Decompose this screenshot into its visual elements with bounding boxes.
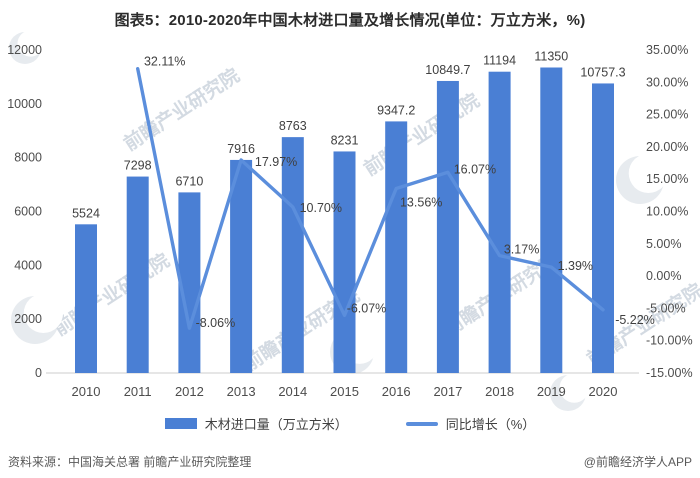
watermark-logo-icon [628,153,669,193]
bar-label-2011: 7298 [124,159,152,173]
bar-2015 [333,151,356,373]
credit-note: @前瞻经济学人APP [583,455,692,469]
watermark-logo-icon [559,373,590,403]
x-axis-label: 2010 [72,384,101,399]
line-label-2015: -6.07% [347,301,387,315]
bar-label-2012: 6710 [175,174,203,188]
right-axis-tick: -15.00% [646,366,693,380]
left-axis-tick: 4000 [14,258,42,272]
line-label-2019: 1.39% [558,259,593,273]
chart-footer: 资料来源：中国海关总署 前瞻产业研究院整理 @前瞻经济学人APP [8,453,692,470]
bar-label-2019: 11350 [534,49,568,63]
legend-label-growth: 同比增长（%） [445,417,536,432]
bar-2016 [385,121,408,373]
legend-item-imports: 木材进口量（万立方米） [164,414,348,433]
bar-2011 [126,176,149,373]
left-axis-tick: 0 [35,366,42,380]
x-axis-label: 2017 [433,384,462,399]
x-axis-label: 2019 [537,384,566,399]
x-axis-label: 2016 [382,384,411,399]
right-axis-tick: 10.00% [646,205,688,219]
bar-label-2013: 7916 [227,142,255,156]
right-axis-tick: -5.00% [646,301,686,315]
bar-2014 [281,137,304,373]
line-label-2020: -5.22% [615,313,655,327]
x-axis-label: 2012 [175,384,204,399]
line-label-2014: 10.70% [300,201,342,215]
x-axis-label: 2011 [124,384,152,399]
right-axis-tick: 35.00% [646,43,688,57]
bar-2018 [488,71,511,374]
left-axis-tick: 2000 [14,312,42,326]
bar-label-2020: 10757.3 [580,65,625,79]
right-axis-tick: -10.00% [646,334,693,348]
bar-label-2015: 8231 [331,133,359,147]
left-axis-tick: 6000 [14,205,42,219]
legend-label-imports: 木材进口量（万立方米） [204,417,348,432]
x-axis-label: 2018 [485,384,514,399]
right-axis-tick: 25.00% [646,108,688,122]
legend-item-growth: 同比增长（%） [405,414,536,433]
bar-2010 [75,224,97,373]
left-axis-tick: 8000 [14,151,42,165]
bar-label-2016: 9347.2 [377,103,415,117]
line-label-2011: 32.11% [144,55,185,69]
bar-label-2010: 5524 [72,206,100,220]
bar-2012 [178,192,201,373]
left-axis-tick: 12000 [7,43,42,57]
right-axis-tick: 5.00% [646,237,681,251]
chart-legend: 木材进口量（万立方米） 同比增长（%） [0,414,700,433]
left-axis-tick: 10000 [7,97,42,111]
chart-title: 图表5：2010-2020年中国木材进口量及增长情况(单位：万立方米，%) [114,12,586,29]
line-label-2017: 16.07% [454,162,496,176]
growth-line-series [136,67,605,330]
bar-2013 [230,159,253,373]
source-note: 资料来源：中国海关总署 前瞻产业研究院整理 [8,455,252,469]
right-axis-tick: 15.00% [646,172,688,186]
bar-2020 [592,83,614,373]
right-axis-tick: 30.00% [646,75,688,89]
bar-2017 [436,80,459,373]
line-label-2016: 13.56% [400,196,442,210]
bar-label-2014: 8763 [279,119,307,133]
line-label-2012: -8.06% [196,316,236,330]
right-axis-tick: 20.00% [646,140,688,154]
bar-2019 [540,67,563,373]
x-axis-label: 2014 [278,384,307,399]
bar-label-2017: 10849.7 [425,63,470,77]
x-axis-label: 2013 [227,384,256,399]
line-series-swatch-icon [405,421,438,426]
right-axis-tick: 0.00% [646,269,681,283]
bar-label-2018: 11194 [483,54,516,68]
x-axis-label: 2015 [330,384,359,399]
watermark-logo-icon [23,293,64,333]
watermark-text: 前瞻产业研究院 [49,249,173,341]
x-axis-label: 2020 [589,384,618,399]
bar-series-swatch-icon [164,418,197,429]
line-label-2018: 3.17% [504,243,539,257]
watermark-logo-icon [17,30,44,57]
line-label-2013: 17.97% [255,155,297,169]
